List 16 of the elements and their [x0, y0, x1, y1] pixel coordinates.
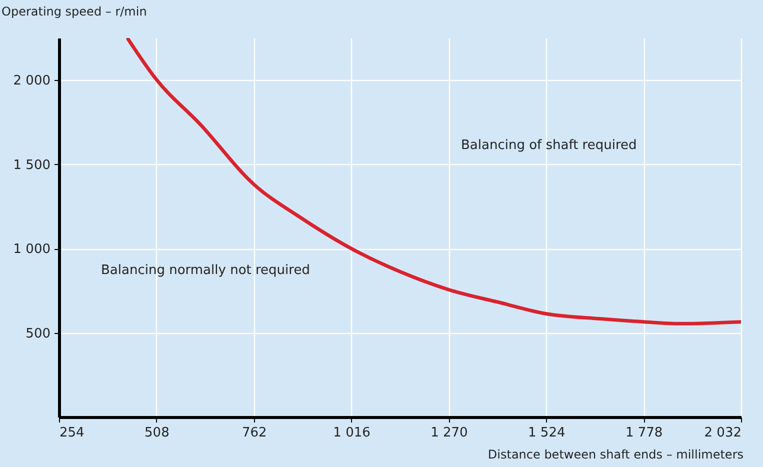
y-tick-label: 1 500	[13, 158, 50, 173]
y-tick-label: 2 000	[13, 74, 50, 89]
y-tick-label: 500	[26, 326, 50, 342]
x-tick-label: 254	[60, 426, 84, 440]
x-tick-label: 1 016	[333, 426, 370, 440]
x-tick-label: 1 524	[528, 426, 566, 440]
x-tick-label: 508	[144, 426, 170, 440]
x-tick-label: 1 270	[430, 426, 468, 440]
y-axis-title: Operating speed – r/min	[2, 4, 147, 18]
y-tick-label: 1 000	[13, 242, 50, 258]
x-tick-label: 762	[242, 426, 267, 440]
x-tick-label: 1 778	[625, 426, 663, 440]
annotation: Balancing of shaft required	[461, 138, 637, 153]
x-axis-title: Distance between shaft ends – millimeters	[488, 448, 744, 462]
annotation: Balancing normally not required	[101, 263, 310, 278]
x-tick-label: 2 032	[704, 426, 742, 440]
